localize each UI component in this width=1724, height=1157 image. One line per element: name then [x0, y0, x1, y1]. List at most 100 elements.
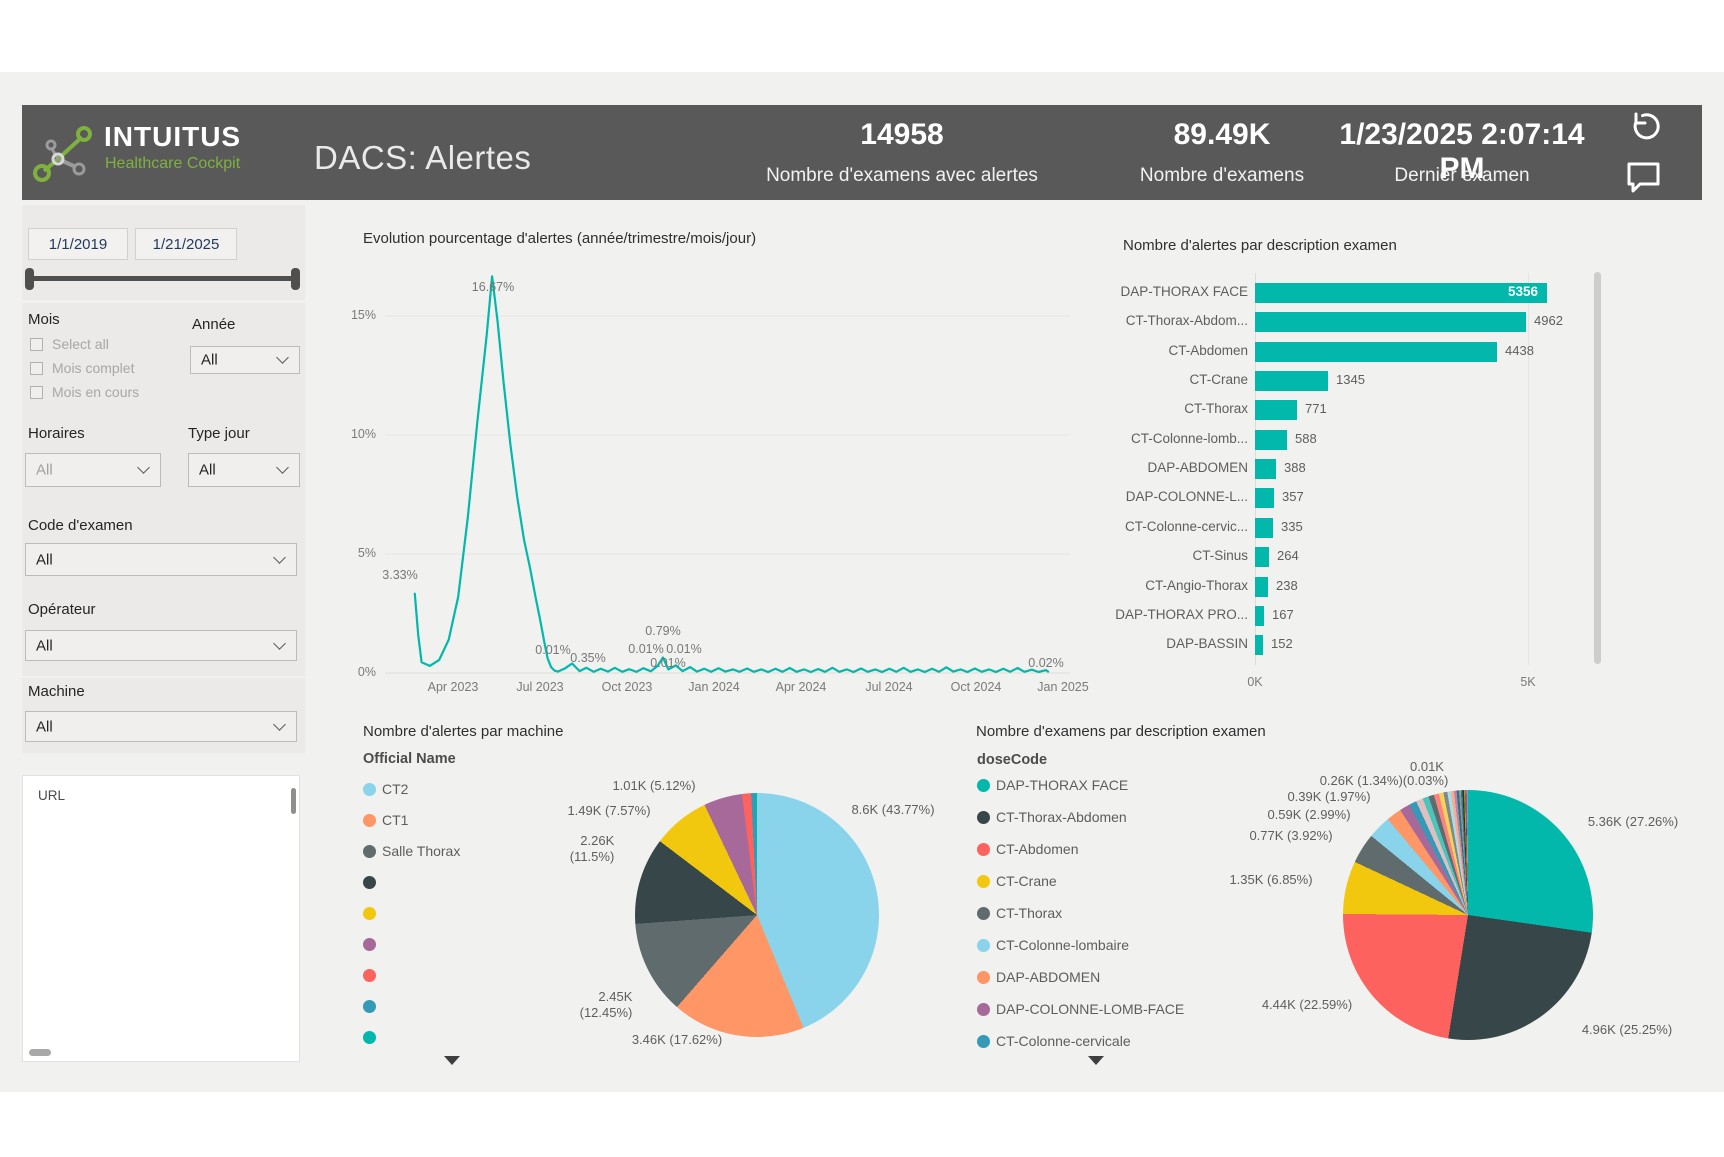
legend-dot-icon [977, 938, 990, 952]
chevron-down-icon [273, 717, 286, 731]
url-horizontal-scrollbar[interactable] [29, 1049, 51, 1056]
legend-item[interactable]: DAP-THORAX FACE [977, 776, 1128, 794]
bar-value: 588 [1295, 430, 1317, 446]
dropdown-value: All [36, 718, 53, 735]
legend-item[interactable]: CT2 [363, 780, 408, 798]
bar-category-label[interactable]: DAP-THORAX FACE [1120, 284, 1248, 299]
bar-category-label[interactable]: CT-Abdomen [1168, 342, 1248, 358]
bar-chart-scrollbar[interactable] [1594, 272, 1601, 664]
bar[interactable] [1255, 312, 1526, 333]
url-textbox[interactable]: URL [22, 775, 300, 1062]
bar[interactable] [1255, 429, 1287, 450]
annee-dropdown[interactable]: All [190, 346, 300, 374]
operateur-label: Opérateur [28, 601, 96, 618]
bar[interactable] [1255, 517, 1273, 538]
pie-machine-title: Nombre d'alertes par machine [363, 723, 564, 740]
legend-dot-icon [363, 999, 376, 1013]
bar[interactable] [1255, 459, 1276, 480]
legend-item[interactable] [363, 1028, 382, 1046]
data-label: 0.01% [666, 642, 702, 656]
legend-item[interactable]: CT-Colonne-cervicale [977, 1032, 1131, 1050]
legend-item[interactable] [363, 904, 382, 922]
bar[interactable] [1255, 605, 1264, 626]
code-examen-dropdown[interactable]: All [25, 543, 297, 576]
date-to-input[interactable]: 1/21/2025 [135, 228, 237, 260]
legend-item[interactable] [363, 997, 382, 1015]
comment-icon[interactable] [1625, 160, 1662, 194]
bar-category-label[interactable]: CT-Colonne-lomb... [1130, 430, 1248, 446]
legend-item[interactable]: DAP-ABDOMEN [977, 968, 1100, 986]
legend-label: DAP-ABDOMEN [996, 969, 1101, 985]
chevron-down-icon [276, 351, 289, 364]
legend-item[interactable]: CT-Thorax [977, 904, 1062, 922]
legend-item[interactable] [363, 873, 382, 891]
checkbox-label: Mois en cours [52, 384, 140, 400]
type-jour-dropdown[interactable]: All [188, 453, 300, 487]
horaires-dropdown[interactable]: All [25, 453, 161, 487]
bar-category-label[interactable]: CT-Sinus [1192, 548, 1248, 564]
x-axis-tick: Oct 2024 [950, 680, 1002, 694]
bar[interactable] [1255, 341, 1497, 362]
bar-category-label[interactable]: CT-Colonne-cervic... [1124, 518, 1248, 534]
legend-item[interactable]: CT1 [363, 811, 408, 829]
legend-dot-icon [363, 844, 376, 858]
legend-scroll-down-icon[interactable] [444, 1056, 460, 1065]
legend-dot-icon [363, 1030, 376, 1044]
bar-category-label[interactable]: DAP-BASSIN [1166, 636, 1248, 652]
machine-dropdown[interactable]: All [25, 711, 297, 742]
bar-category-label[interactable]: CT-Angio-Thorax [1145, 577, 1248, 593]
legend-item[interactable]: DAP-COLONNE-LOMB-FACE [977, 1000, 1184, 1018]
legend-item[interactable] [363, 935, 382, 953]
legend-dot-icon [977, 1002, 990, 1016]
legend-item[interactable]: CT-Colonne-lombaire [977, 936, 1129, 954]
url-vertical-scrollbar[interactable] [291, 788, 296, 814]
brand-tagline: Healthcare Cockpit [105, 155, 241, 172]
bar[interactable] [1255, 635, 1263, 656]
bar-value: 167 [1272, 606, 1294, 622]
legend-item[interactable]: Salle Thorax [363, 842, 460, 860]
kpi-label: Dernier examen [1394, 165, 1530, 186]
bar[interactable] [1255, 400, 1297, 421]
pie-machine-legend-title: Official Name [363, 751, 456, 767]
legend-item[interactable]: CT-Crane [977, 872, 1057, 890]
legend-item[interactable] [363, 966, 382, 984]
bar[interactable] [1255, 371, 1328, 392]
data-label: 0.35% [570, 651, 606, 665]
legend-item[interactable]: CT-Thorax-Abdomen [977, 808, 1127, 826]
checkbox-mois-complet[interactable]: Mois complet [30, 360, 134, 376]
checkbox-icon[interactable] [30, 361, 43, 375]
checkbox-icon[interactable] [30, 385, 43, 399]
bar[interactable] [1255, 547, 1269, 568]
legend-item[interactable]: CT-Abdomen [977, 840, 1078, 858]
checkbox-mois-en-cours[interactable]: Mois en cours [30, 384, 139, 400]
bar-category-label[interactable]: DAP-COLONNE-L... [1125, 489, 1248, 505]
data-label: 3.33% [382, 568, 418, 582]
pie[interactable] [1343, 790, 1593, 1040]
bar[interactable] [1255, 488, 1274, 509]
bar-category-label[interactable]: DAP-THORAX PRO... [1115, 606, 1248, 622]
legend-scroll-down-icon[interactable] [1088, 1056, 1104, 1065]
checkbox-icon[interactable] [30, 337, 43, 351]
chevron-down-icon [273, 550, 286, 564]
date-range-slider-track[interactable] [30, 276, 294, 281]
bar[interactable] [1255, 283, 1547, 303]
date-range-slider-handle-right[interactable] [291, 268, 300, 290]
operateur-dropdown[interactable]: All [25, 630, 297, 661]
undo-icon[interactable] [1625, 109, 1661, 145]
pie[interactable] [635, 793, 879, 1037]
checkbox-select-all[interactable]: Select all [30, 336, 109, 352]
data-label: 0.79% [645, 624, 681, 638]
date-range-slider-handle-left[interactable] [25, 268, 34, 290]
pie-examens-title: Nombre d'examens par description examen [976, 723, 1266, 740]
line-plot[interactable] [330, 215, 1100, 693]
bar-category-label[interactable]: CT-Thorax-Abdom... [1125, 313, 1248, 329]
bar-category-label[interactable]: CT-Crane [1189, 372, 1248, 388]
bar[interactable] [1255, 576, 1268, 597]
bar-category-label[interactable]: DAP-ABDOMEN [1147, 460, 1248, 476]
dropdown-value: All [36, 461, 53, 479]
bar-gridline-5k [1528, 273, 1529, 665]
horaires-label: Horaires [28, 425, 85, 442]
bar-category-label[interactable]: CT-Thorax [1184, 401, 1248, 417]
kpi-value: 14958 [860, 118, 944, 151]
date-from-input[interactable]: 1/1/2019 [28, 228, 128, 260]
